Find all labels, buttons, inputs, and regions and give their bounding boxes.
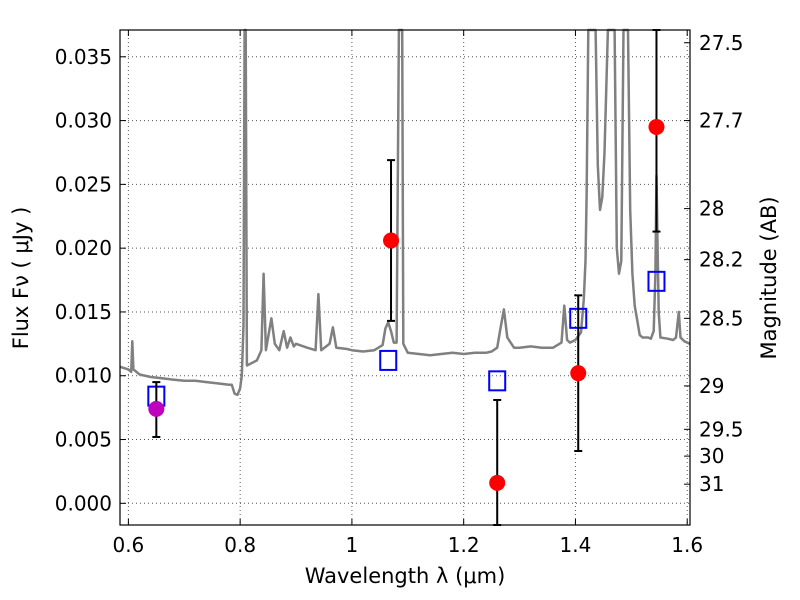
observed-point: [383, 232, 400, 249]
tick-labels: 0.6 0.8 1 1.2 1.4 1.6 0.000 0.005 0.010 0.015 0.02…: [55, 31, 744, 557]
observed-point: [570, 365, 587, 382]
model-point: [647, 270, 666, 292]
photometry-markers: [147, 29, 666, 526]
y-tick-label: 0.025: [55, 172, 112, 196]
y2-tick-label: 27.7: [699, 109, 744, 133]
x-tick-label: 1.2: [448, 533, 480, 557]
x-axis-label: Wavelength λ (μm): [305, 564, 506, 588]
y2-axis-label: Magnitude (AB): [757, 196, 781, 359]
spectrum-line: [119, 28, 691, 397]
y-tick-label: 0.010: [55, 364, 112, 388]
x-tick-label: 1: [346, 533, 359, 557]
plot-frame: [119, 29, 691, 526]
x-tick-label: 0.8: [224, 533, 256, 557]
model-point: [488, 370, 507, 392]
y2-tick-label: 29.5: [699, 417, 744, 441]
observed-point: [489, 474, 506, 491]
y2-tick-label: 30: [699, 444, 724, 468]
y2-tick-label: 27.5: [699, 31, 744, 55]
y-tick-label: 0.000: [55, 491, 112, 515]
y-axis-label: Flux Fν ( μJy ): [9, 207, 33, 350]
x-tick-label: 1.4: [560, 533, 592, 557]
y-tick-label: 0.015: [55, 300, 112, 324]
x-tick-label: 1.6: [671, 533, 703, 557]
y2-tick-label: 28.2: [699, 248, 744, 272]
y2-tick-label: 28.5: [699, 306, 744, 330]
y-tick-label: 0.035: [55, 45, 112, 69]
model-point: [379, 349, 398, 371]
y-tick-label: 0.020: [55, 236, 112, 260]
grid: [120, 30, 690, 525]
y-tick-label: 0.005: [55, 428, 112, 452]
observed-point: [648, 118, 665, 135]
y2-tick-label: 29: [699, 374, 724, 398]
spectrum-series: [119, 28, 691, 397]
y2-tick-label: 31: [699, 472, 724, 496]
axis-ticks: [120, 30, 690, 525]
x-tick-label: 0.6: [112, 533, 144, 557]
y-tick-label: 0.030: [55, 109, 112, 133]
y2-tick-label: 28: [699, 197, 724, 221]
optical-point: [148, 400, 165, 417]
